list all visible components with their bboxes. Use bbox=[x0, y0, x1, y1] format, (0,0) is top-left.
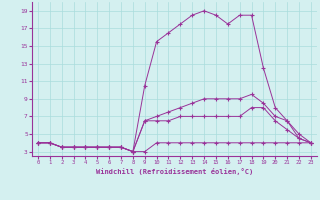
X-axis label: Windchill (Refroidissement éolien,°C): Windchill (Refroidissement éolien,°C) bbox=[96, 168, 253, 175]
